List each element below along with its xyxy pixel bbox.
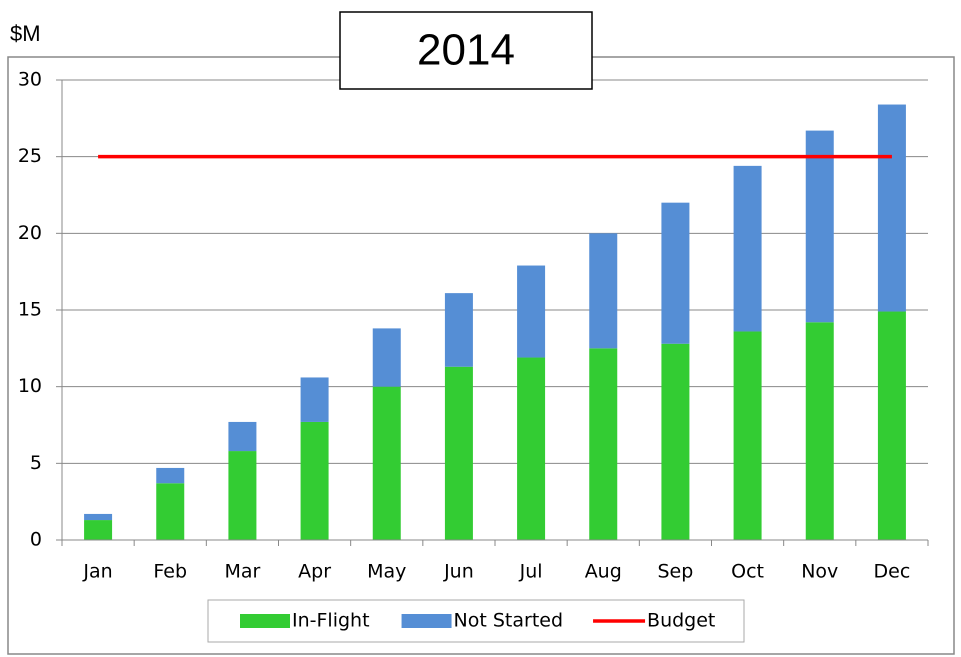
y-tick-label: 0 <box>30 529 42 551</box>
x-tick-label: Jun <box>443 561 474 583</box>
plot: 0 5 10 15 20 25 30 Jan Feb Mar Apr May Jun Jul Aug Sep O… <box>18 69 929 583</box>
bar <box>805 322 834 540</box>
legend-box <box>207 599 745 643</box>
legend-label: In-Flight <box>292 610 370 632</box>
bar <box>589 233 618 349</box>
bar <box>372 386 401 540</box>
y-tick-label: 20 <box>18 222 42 244</box>
x-tick-label: Feb <box>153 561 187 583</box>
bar <box>589 348 618 540</box>
y-tick-label: 25 <box>18 145 42 167</box>
x-tick-label: Oct <box>731 561 764 583</box>
bar <box>228 451 257 540</box>
bar <box>733 331 762 540</box>
x-tick-label: May <box>367 561 406 583</box>
x-tick-label: Apr <box>298 561 331 583</box>
legend-label: Budget <box>647 610 715 632</box>
bar <box>156 467 185 484</box>
bar <box>517 265 546 358</box>
bar <box>517 357 546 540</box>
bar <box>84 513 113 521</box>
bar <box>228 421 257 452</box>
y-tick-label: 15 <box>18 299 42 321</box>
bar <box>300 377 329 422</box>
y-axis-unit: $M <box>10 21 41 46</box>
x-tick-label: Mar <box>224 561 260 583</box>
x-tick-label: Nov <box>801 561 838 583</box>
bar <box>661 202 690 344</box>
legend-swatch <box>240 614 290 628</box>
x-tick-label: Aug <box>585 561 622 583</box>
bar <box>300 421 329 540</box>
bar <box>733 165 762 332</box>
bar <box>156 483 185 540</box>
bar <box>661 343 690 540</box>
bar <box>372 328 401 387</box>
x-tick-label: Dec <box>874 561 911 583</box>
bar <box>805 130 834 323</box>
title-box <box>339 11 593 90</box>
bar <box>444 366 473 540</box>
x-tick-label: Jul <box>519 561 543 583</box>
x-tick-label: Sep <box>658 561 694 583</box>
legend-label: Not Started <box>454 610 564 632</box>
legend-swatch <box>401 614 452 628</box>
bar <box>877 311 906 540</box>
bar <box>877 104 906 312</box>
y-tick-label: 30 <box>18 69 42 91</box>
chart-title: 2014 <box>417 26 515 75</box>
bar <box>444 293 473 367</box>
y-tick-label: 5 <box>30 452 42 474</box>
y-tick-label: 10 <box>18 375 42 397</box>
x-tick-label: Jan <box>82 561 112 583</box>
bar <box>84 520 113 540</box>
